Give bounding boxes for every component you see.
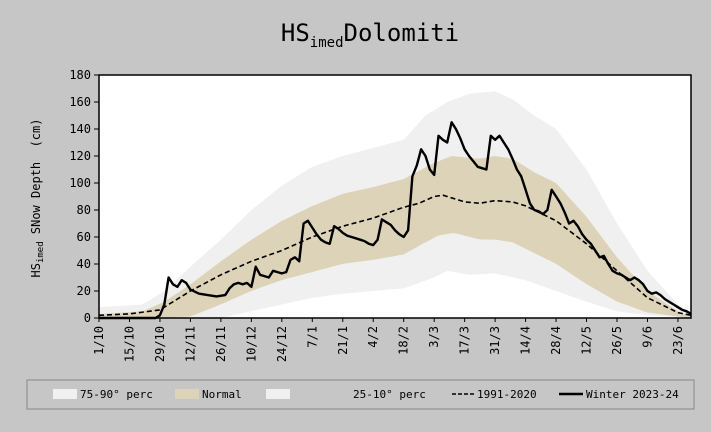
legend-swatch [266, 389, 290, 399]
x-tick-label: 10/12 [244, 326, 258, 362]
y-tick-label: 120 [69, 149, 91, 163]
x-tick-label: 26/5 [610, 326, 624, 355]
x-tick-label: 3/3 [427, 326, 441, 348]
title-rest: Dolomiti [344, 19, 460, 47]
ylabel-subscript: imed [36, 241, 46, 263]
x-tick-label: 1/10 [92, 326, 106, 355]
x-tick-label: 18/2 [397, 326, 411, 355]
y-axis: 0 20 40 60 80 100 120 140 160 180 [69, 68, 99, 325]
y-tick-label: 40 [77, 257, 91, 271]
ylabel-main: HS [29, 263, 43, 277]
y-tick-label: 140 [69, 122, 91, 136]
x-tick-label: 14/4 [519, 326, 533, 355]
y-axis-label: HSimed SNow Depth (cm) [29, 119, 46, 278]
x-tick-label: 26/11 [214, 326, 228, 362]
x-axis: 1/10 15/10 29/10 12/11 26/11 10/12 24/12 7/1 21/… [92, 318, 685, 362]
x-tick-label: 12/5 [580, 326, 594, 355]
band-normal [99, 156, 691, 318]
band-75-90-perc [99, 91, 691, 317]
y-tick-label: 180 [69, 68, 91, 82]
series-line-0 [98, 194, 692, 317]
y-tick-label: 80 [77, 203, 91, 217]
legend: 75-90° perc Normal 25-10° perc 1991-2020 Win… [53, 388, 679, 401]
title-main: HS [281, 19, 310, 47]
bands-layer [99, 91, 691, 318]
x-tick-label: 21/1 [336, 326, 350, 355]
legend-label: Winter 2023-24 [586, 388, 679, 401]
chart-title: HSimedDolomiti [281, 19, 459, 51]
x-tick-label: 4/2 [366, 326, 380, 348]
legend-label: 25-10° perc [353, 388, 426, 401]
x-tick-label: 7/1 [305, 326, 319, 348]
legend-label: 1991-2020 [477, 388, 537, 401]
x-tick-label: 24/12 [275, 326, 289, 362]
legend-swatch [175, 389, 199, 399]
legend-label: Normal [202, 388, 242, 401]
x-tick-label: 15/10 [122, 326, 136, 362]
x-tick-label: 31/3 [488, 326, 502, 355]
x-tick-label: 12/11 [183, 326, 197, 362]
series-line-1 [99, 121, 692, 320]
y-tick-label: 60 [77, 230, 91, 244]
y-tick-label: 160 [69, 95, 91, 109]
y-tick-label: 0 [84, 311, 91, 325]
x-tick-label: 17/3 [458, 326, 472, 355]
y-tick-label: 20 [77, 284, 91, 298]
x-tick-label: 9/6 [640, 326, 654, 348]
lines-layer [98, 121, 692, 320]
title-subscript: imed [310, 35, 344, 51]
legend-label: 75-90° perc [80, 388, 153, 401]
band-25-10-perc [99, 233, 691, 318]
x-tick-label: 29/10 [153, 326, 167, 362]
legend-swatch [53, 389, 77, 399]
y-tick-label: 100 [69, 176, 91, 190]
plot-frame [98, 74, 692, 319]
ylabel-rest: SNow Depth (cm) [29, 119, 43, 242]
x-tick-label: 28/4 [549, 326, 563, 355]
x-tick-label: 23/6 [671, 326, 685, 355]
